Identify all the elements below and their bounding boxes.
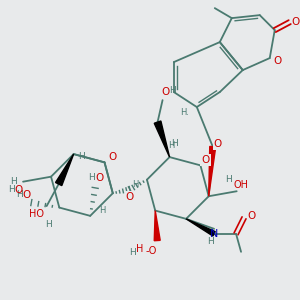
- Text: H: H: [16, 190, 23, 199]
- Text: O: O: [214, 139, 222, 148]
- Text: H: H: [171, 139, 178, 148]
- Text: H: H: [225, 175, 232, 184]
- Polygon shape: [56, 154, 74, 186]
- Text: O: O: [95, 173, 103, 183]
- Text: -O: -O: [146, 245, 157, 256]
- Text: O: O: [274, 56, 282, 66]
- Text: H: H: [10, 177, 16, 186]
- Polygon shape: [154, 211, 160, 241]
- Text: O: O: [247, 211, 255, 221]
- Text: O: O: [292, 17, 300, 27]
- Text: H: H: [136, 244, 143, 254]
- Polygon shape: [209, 146, 216, 196]
- Text: HO: HO: [29, 209, 44, 219]
- Text: H: H: [8, 185, 14, 194]
- Text: O: O: [108, 152, 117, 162]
- Text: H: H: [88, 173, 94, 182]
- Text: H: H: [169, 85, 176, 94]
- Text: H: H: [207, 237, 214, 246]
- Text: O: O: [22, 190, 31, 200]
- Text: OH: OH: [233, 180, 248, 190]
- Text: O: O: [126, 193, 134, 202]
- Text: H: H: [132, 180, 138, 189]
- Text: H: H: [78, 152, 85, 160]
- Text: H: H: [99, 206, 105, 215]
- Text: H: H: [129, 248, 136, 257]
- Text: O: O: [161, 87, 170, 97]
- Polygon shape: [186, 219, 215, 236]
- Text: O: O: [201, 155, 210, 165]
- Text: H: H: [45, 220, 52, 229]
- Text: O: O: [14, 185, 22, 195]
- Text: H.: H.: [180, 107, 189, 116]
- Text: O: O: [214, 139, 222, 148]
- Text: O: O: [201, 155, 210, 165]
- Polygon shape: [154, 121, 170, 157]
- Text: O: O: [126, 193, 134, 202]
- Text: H: H: [168, 141, 175, 150]
- Text: N: N: [210, 229, 218, 239]
- Text: O: O: [108, 152, 117, 162]
